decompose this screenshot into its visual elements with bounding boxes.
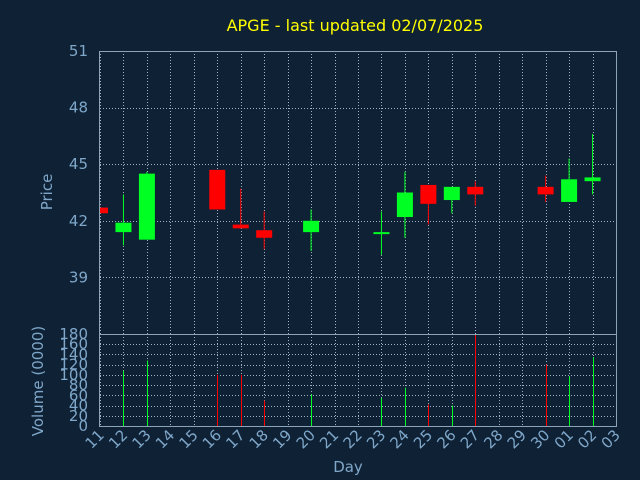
x-axis-label: Day [333, 458, 363, 476]
day-tick-label: 18 [246, 426, 272, 452]
volume-tick-label: 20 [69, 407, 88, 425]
day-tick-label: 16 [199, 426, 225, 452]
day-tick-label: 17 [222, 426, 248, 452]
candle-25 [420, 184, 437, 225]
day-tick-label: 20 [293, 426, 319, 452]
day-tick-label: 14 [152, 426, 178, 452]
day-tick-label: 26 [433, 426, 459, 452]
volume-tick-label: 0 [78, 417, 88, 435]
day-tick-label: 15 [175, 426, 201, 452]
day-tick-label: 25 [410, 426, 436, 452]
candle-02 [584, 134, 601, 195]
candlestick-series [99, 134, 601, 255]
volume-tick-label: 160 [59, 335, 88, 353]
day-tick-labels: 1112131415161718192021222324252627282930… [82, 426, 624, 452]
day-tick-label: 13 [129, 426, 155, 452]
candle-24 [396, 171, 413, 238]
volume-tick-label: 180 [59, 325, 88, 343]
price-tick-label: 45 [69, 155, 88, 173]
volume-plot-frame [99, 334, 617, 427]
candle-13 [138, 171, 155, 240]
candle-01 [561, 158, 578, 202]
day-tick-label: 27 [457, 426, 483, 452]
volume-tick-label: 100 [59, 366, 88, 384]
day-tick-label: 23 [363, 426, 389, 452]
price-tick-labels: 39 42 45 48 51 [69, 42, 88, 286]
candle-body [100, 207, 108, 214]
volume-tick-label: 60 [69, 386, 88, 404]
candle-body [115, 222, 132, 233]
candle-27 [467, 181, 484, 206]
volume-tick-label: 80 [69, 376, 88, 394]
candle-body [467, 186, 484, 195]
day-tick-label: 01 [551, 426, 577, 452]
day-tick-label: 22 [340, 426, 366, 452]
candle-body [209, 169, 226, 210]
price-tick-label: 51 [69, 42, 88, 60]
candle-body [303, 220, 320, 233]
volume-axis-label: Volume (0000) [29, 326, 47, 436]
candle-body [396, 192, 413, 218]
day-tick-label: 19 [269, 426, 295, 452]
day-tick-label: 12 [105, 426, 131, 452]
candle-body [373, 232, 390, 235]
day-tick-label: 03 [598, 426, 624, 452]
candle-body [138, 173, 155, 240]
candle-body [420, 184, 437, 204]
candle-body [537, 186, 554, 195]
candle-body [232, 224, 249, 229]
price-tick-label: 42 [69, 212, 88, 230]
volume-tick-label: 40 [69, 397, 88, 415]
candle-11 [99, 207, 108, 214]
volume-tick-label: 140 [59, 345, 88, 363]
candle-body [256, 230, 273, 238]
day-tick-label: 02 [574, 426, 600, 452]
chart-title: APGE - last updated 02/07/2025 [227, 16, 484, 35]
day-tick-label: 28 [480, 426, 506, 452]
price-tick-label: 39 [69, 268, 88, 286]
candle-16 [209, 169, 226, 210]
candle-23 [373, 211, 390, 255]
candle-17 [232, 188, 249, 229]
price-tick-label: 48 [69, 99, 88, 117]
candle-body [443, 186, 460, 201]
candle-body [584, 177, 601, 182]
candle-18 [256, 211, 273, 250]
volume-tick-label: 120 [59, 356, 88, 374]
volume-grid [100, 334, 617, 427]
candle-20 [303, 209, 320, 251]
candle-body [561, 179, 578, 202]
price-axis-label: Price [38, 174, 56, 211]
candle-26 [443, 186, 460, 214]
day-tick-label: 30 [527, 426, 553, 452]
day-tick-label: 21 [316, 426, 342, 452]
candle-30 [537, 175, 554, 202]
day-tick-label: 29 [504, 426, 530, 452]
candle-12 [115, 194, 132, 246]
day-tick-label: 24 [387, 426, 413, 452]
volume-series [123, 334, 594, 426]
